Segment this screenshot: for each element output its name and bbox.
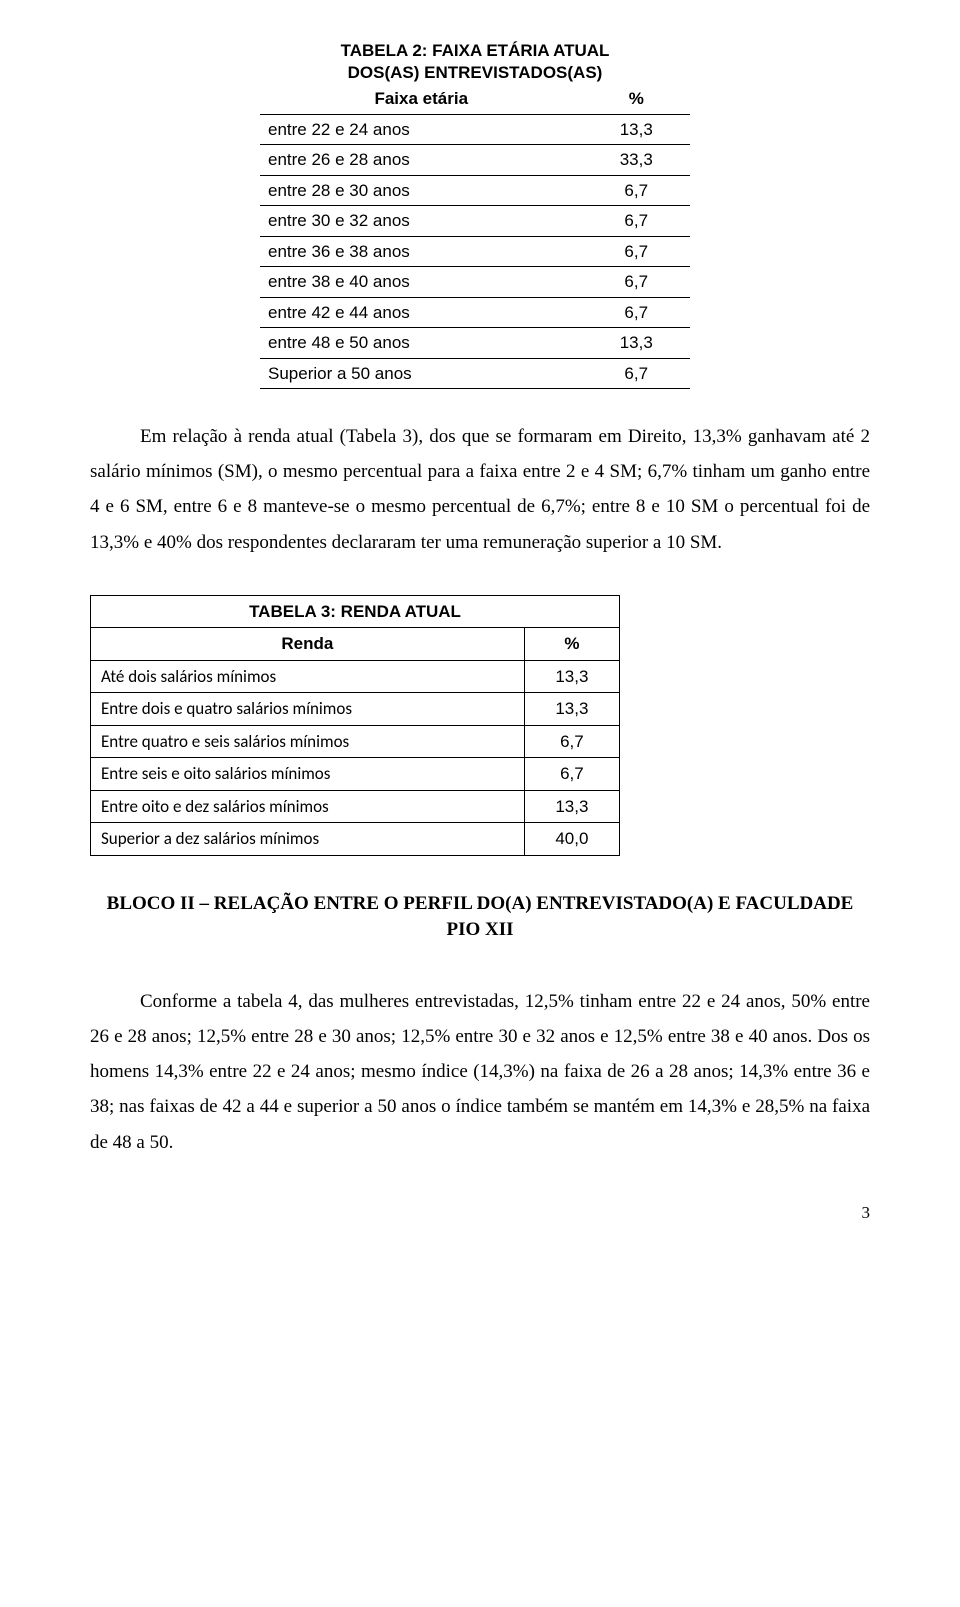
- table-row: Entre seis e oito salários mínimos6,7: [91, 758, 620, 791]
- table-cell-label: Entre quatro e seis salários mínimos: [91, 725, 525, 758]
- table-cell-label: entre 36 e 38 anos: [260, 236, 583, 267]
- table-row: Superior a 50 anos6,7: [260, 358, 690, 389]
- table-cell-value: 13,3: [583, 328, 691, 359]
- table-cell-label: Entre oito e dez salários mínimos: [91, 790, 525, 823]
- paragraph-renda: Em relação à renda atual (Tabela 3), dos…: [90, 419, 870, 560]
- table-cell-label: entre 22 e 24 anos: [260, 114, 583, 145]
- table-row: entre 22 e 24 anos13,3: [260, 114, 690, 145]
- table-cell-value: 6,7: [583, 206, 691, 237]
- table-3-income: TABELA 3: RENDA ATUAL Renda % Até dois s…: [90, 595, 620, 856]
- table-cell-value: 6,7: [583, 297, 691, 328]
- table-cell-label: entre 48 e 50 anos: [260, 328, 583, 359]
- table-3: TABELA 3: RENDA ATUAL Renda % Até dois s…: [90, 595, 620, 856]
- table-2-title-line1: TABELA 2: FAIXA ETÁRIA ATUAL: [341, 41, 610, 60]
- table-row: entre 28 e 30 anos6,7: [260, 175, 690, 206]
- table-cell-label: Superior a dez salários mínimos: [91, 823, 525, 856]
- table-2-header-label: Faixa etária: [260, 84, 583, 114]
- table-row: Entre quatro e seis salários mínimos6,7: [91, 725, 620, 758]
- table-row: Superior a dez salários mínimos40,0: [91, 823, 620, 856]
- table-row: entre 36 e 38 anos6,7: [260, 236, 690, 267]
- table-cell-value: 13,3: [524, 790, 619, 823]
- table-row: entre 38 e 40 anos6,7: [260, 267, 690, 298]
- table-row: entre 48 e 50 anos13,3: [260, 328, 690, 359]
- table-2-title-line2: DOS(AS) ENTREVISTADOS(AS): [348, 63, 603, 82]
- table-cell-value: 13,3: [583, 114, 691, 145]
- table-cell-label: entre 28 e 30 anos: [260, 175, 583, 206]
- table-cell-label: Superior a 50 anos: [260, 358, 583, 389]
- table-row: Até dois salários mínimos13,3: [91, 660, 620, 693]
- table-row: Entre oito e dez salários mínimos13,3: [91, 790, 620, 823]
- block-2-heading: BLOCO II – RELAÇÃO ENTRE O PERFIL DO(A) …: [90, 891, 870, 944]
- table-cell-value: 6,7: [583, 358, 691, 389]
- table-2: Faixa etária % entre 22 e 24 anos13,3ent…: [260, 84, 690, 389]
- page-number: 3: [90, 1200, 870, 1226]
- table-cell-label: entre 26 e 28 anos: [260, 145, 583, 176]
- table-cell-value: 13,3: [524, 693, 619, 726]
- table-cell-value: 13,3: [524, 660, 619, 693]
- table-cell-value: 33,3: [583, 145, 691, 176]
- table-cell-label: Até dois salários mínimos: [91, 660, 525, 693]
- table-cell-label: entre 30 e 32 anos: [260, 206, 583, 237]
- table-3-header-label: Renda: [91, 628, 525, 661]
- paragraph-block2: Conforme a tabela 4, das mulheres entrev…: [90, 984, 870, 1160]
- table-cell-label: Entre seis e oito salários mínimos: [91, 758, 525, 791]
- table-cell-value: 6,7: [524, 725, 619, 758]
- table-row: Entre dois e quatro salários mínimos13,3: [91, 693, 620, 726]
- table-row: entre 26 e 28 anos33,3: [260, 145, 690, 176]
- table-cell-value: 6,7: [524, 758, 619, 791]
- table-3-title: TABELA 3: RENDA ATUAL: [91, 595, 620, 628]
- table-cell-value: 6,7: [583, 267, 691, 298]
- table-cell-label: entre 38 e 40 anos: [260, 267, 583, 298]
- table-2-header-value: %: [583, 84, 691, 114]
- table-2-age-range: TABELA 2: FAIXA ETÁRIA ATUAL DOS(AS) ENT…: [260, 40, 690, 389]
- table-cell-label: Entre dois e quatro salários mínimos: [91, 693, 525, 726]
- table-cell-value: 6,7: [583, 236, 691, 267]
- table-3-header-value: %: [524, 628, 619, 661]
- table-cell-value: 6,7: [583, 175, 691, 206]
- table-row: entre 30 e 32 anos6,7: [260, 206, 690, 237]
- table-row: entre 42 e 44 anos6,7: [260, 297, 690, 328]
- table-2-title: TABELA 2: FAIXA ETÁRIA ATUAL DOS(AS) ENT…: [260, 40, 690, 84]
- table-cell-value: 40,0: [524, 823, 619, 856]
- table-cell-label: entre 42 e 44 anos: [260, 297, 583, 328]
